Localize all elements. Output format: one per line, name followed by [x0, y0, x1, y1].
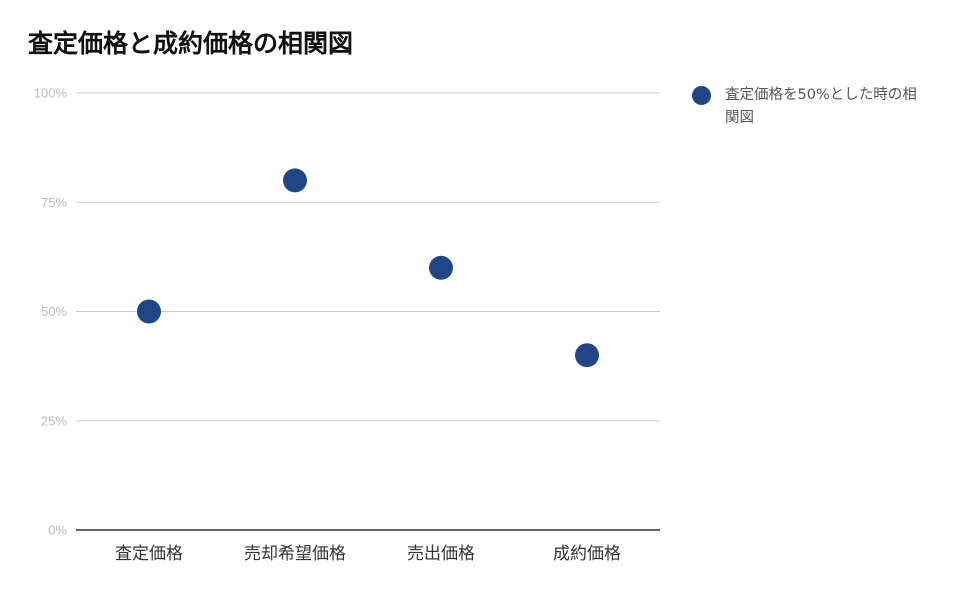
y-tick-label: 100% [34, 86, 68, 101]
data-point [137, 299, 161, 324]
data-point [429, 255, 453, 280]
y-tick-label: 25% [41, 413, 67, 428]
legend-label: 査定価格を50%とした時の相関図 [725, 87, 917, 126]
x-tick-label: 売出価格 [407, 544, 475, 564]
legend: 査定価格を50%とした時の相関図 [692, 84, 932, 130]
legend-marker [692, 86, 711, 105]
y-tick-label: 50% [41, 304, 67, 319]
y-tick-label: 75% [41, 195, 67, 210]
data-point [575, 343, 599, 368]
x-tick-label: 売却希望価格 [244, 544, 346, 564]
y-tick-label: 0% [48, 523, 67, 538]
data-point [283, 168, 307, 193]
x-tick-label: 査定価格 [115, 544, 183, 564]
x-tick-label: 成約価格 [553, 544, 621, 564]
chart-title: 査定価格と成約価格の相関図 [28, 29, 354, 58]
